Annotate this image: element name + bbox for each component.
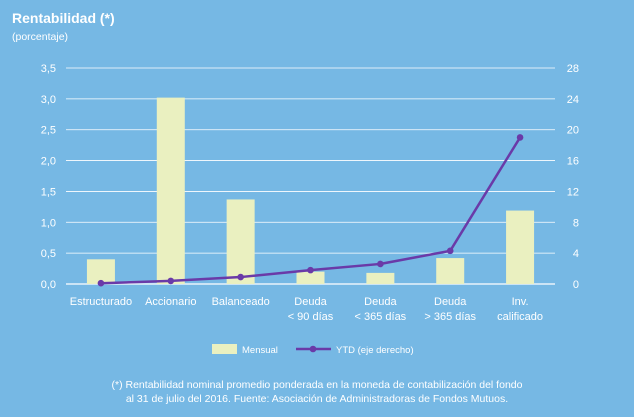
left-tick-label: 3,5	[41, 63, 56, 75]
left-tick-label: 0,0	[41, 279, 56, 291]
left-tick-label: 3,0	[41, 94, 56, 106]
category-label-line: Deuda	[434, 296, 467, 308]
left-tick-label: 0,5	[41, 248, 56, 260]
legend-marker-ytd	[309, 345, 317, 353]
ytd-point	[516, 134, 524, 141]
category-label-line: Deuda	[294, 296, 327, 308]
right-tick-label: 24	[567, 94, 579, 106]
legend-swatch-mensual	[212, 344, 237, 354]
category-label-line: > 365 días	[424, 311, 476, 323]
ytd-point	[237, 273, 244, 281]
category-label-line: Accionario	[145, 296, 196, 308]
legend-label-mensual: Mensual	[242, 345, 278, 356]
left-tick-label: 2,0	[41, 156, 56, 168]
category-label: Estructurado	[70, 296, 132, 308]
ytd-point	[167, 277, 175, 285]
ytd-point	[97, 279, 105, 287]
footnote: (*) Rentabilidad nominal promedio ponder…	[0, 378, 634, 406]
bar	[86, 259, 115, 284]
category-label-line: Deuda	[364, 296, 397, 308]
category-label: Deuda < 90 días	[288, 296, 334, 323]
right-tick-label: 20	[567, 125, 579, 137]
right-tick-label: 12	[567, 186, 579, 198]
line-series	[97, 134, 524, 287]
category-label-line: Estructurado	[70, 296, 132, 308]
chart-plot: 0,0 0,5 1,0 1,5 2,0 2,5 3,0 3,5 0 4 8 12 16 20 24 28 E…	[41, 63, 579, 356]
chart-subtitle: (porcentaje)	[12, 31, 69, 43]
left-axis-ticks: 0,0 0,5 1,0 1,5 2,0 2,5 3,0 3,5	[41, 63, 56, 291]
bar-series	[86, 97, 535, 284]
ytd-point	[307, 266, 314, 274]
left-tick-label: 1,0	[41, 217, 56, 229]
chart-title: Rentabilidad (*)	[12, 10, 115, 26]
right-tick-label: 16	[567, 156, 579, 168]
footnote-line-1: (*) Rentabilidad nominal promedio ponder…	[111, 379, 523, 391]
right-tick-label: 8	[573, 217, 579, 229]
right-tick-label: 28	[567, 63, 579, 75]
bar	[366, 272, 395, 284]
category-label-line: < 90 días	[288, 311, 334, 323]
left-tick-label: 2,5	[41, 125, 56, 137]
right-axis-ticks: 0 4 8 12 16 20 24 28	[567, 63, 579, 291]
category-label-line: calificado	[497, 311, 543, 323]
left-tick-label: 1,5	[41, 186, 56, 198]
category-label: Deuda < 365 días	[355, 296, 407, 323]
legend: Mensual YTD (eje derecho)	[212, 344, 414, 356]
category-label: Accionario	[145, 296, 196, 308]
right-tick-label: 0	[573, 279, 579, 291]
legend-label-ytd: YTD (eje derecho)	[336, 345, 414, 356]
category-label-line: Inv.	[512, 296, 529, 308]
ytd-point	[446, 247, 454, 255]
ytd-point	[377, 260, 384, 268]
bar	[436, 258, 465, 284]
right-tick-label: 4	[573, 248, 579, 260]
bar	[296, 271, 325, 284]
category-label-line: Balanceado	[212, 296, 270, 308]
category-label-line: < 365 días	[355, 311, 407, 323]
category-label: Balanceado	[212, 296, 270, 308]
category-label: Inv. calificado	[497, 296, 543, 323]
bar	[506, 210, 535, 284]
bar	[226, 199, 255, 284]
category-labels: Estructurado Accionario Balanceado Deuda < 9…	[70, 296, 543, 323]
category-label: Deuda > 365 días	[424, 296, 476, 323]
grid-lines	[66, 67, 555, 285]
footnote-line-2: al 31 de julio del 2016. Fuente: Asociac…	[125, 393, 509, 405]
bar	[156, 97, 185, 284]
